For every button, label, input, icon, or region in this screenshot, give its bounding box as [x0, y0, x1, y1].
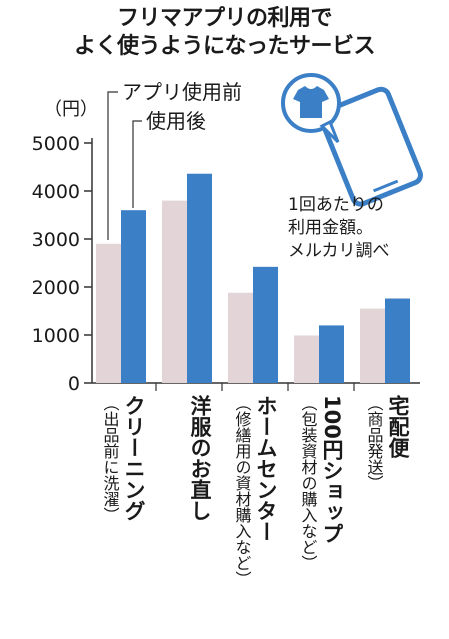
bar-before	[162, 200, 187, 383]
bar-before	[360, 308, 385, 383]
y-tick-label: 5000	[32, 133, 80, 155]
category-sublabel: （包装資材の購入など）	[299, 395, 318, 571]
category-label: クリーニング	[122, 395, 146, 521]
y-tick-label: 4000	[32, 181, 80, 203]
y-tick-label: 1000	[32, 325, 80, 347]
category-label: ホームセンター	[254, 395, 278, 542]
footnote-line-1: 1回あたりの	[288, 195, 384, 215]
bar-after	[385, 298, 410, 383]
smartphone-tshirt-icon	[318, 86, 423, 207]
bar-before	[96, 243, 121, 383]
category-label: 宅配便	[386, 394, 410, 459]
category-sublabel: （商品発送）	[365, 395, 384, 491]
speech-bubble-icon	[281, 73, 341, 144]
bar-after	[121, 210, 146, 383]
category-sublabel: （修繕用の資材購入など）	[233, 395, 252, 587]
y-tick-label: 0	[68, 373, 80, 395]
title-line-2: よく使うようになったサービス	[73, 34, 376, 59]
bar-after	[187, 173, 212, 383]
footnote: 1回あたりの 利用金額。 メルカリ調べ	[288, 194, 390, 263]
bar-before	[294, 335, 319, 383]
category-sublabel: （出品前に洗濯）	[101, 395, 120, 523]
bar-after	[319, 325, 344, 383]
footnote-line-3: メルカリ調べ	[288, 241, 390, 261]
legend-label-after: 使用後	[146, 109, 206, 133]
y-tick-label: 2000	[32, 277, 80, 299]
y-tick-label: 3000	[32, 229, 80, 251]
legend-leader-before	[107, 91, 118, 240]
legend-label-before: アプリ使用前	[122, 80, 242, 104]
legend-leader-after	[132, 120, 142, 208]
bar-after	[253, 266, 278, 383]
bar-before	[228, 292, 253, 383]
y-axis-unit: （円）	[44, 99, 98, 120]
category-label: 100円ショップ	[320, 395, 344, 544]
category-label: 洋服のお直し	[188, 394, 212, 521]
footnote-line-2: 利用金額。	[288, 218, 373, 238]
title-line-1: フリマアプリの利用で	[116, 6, 333, 31]
